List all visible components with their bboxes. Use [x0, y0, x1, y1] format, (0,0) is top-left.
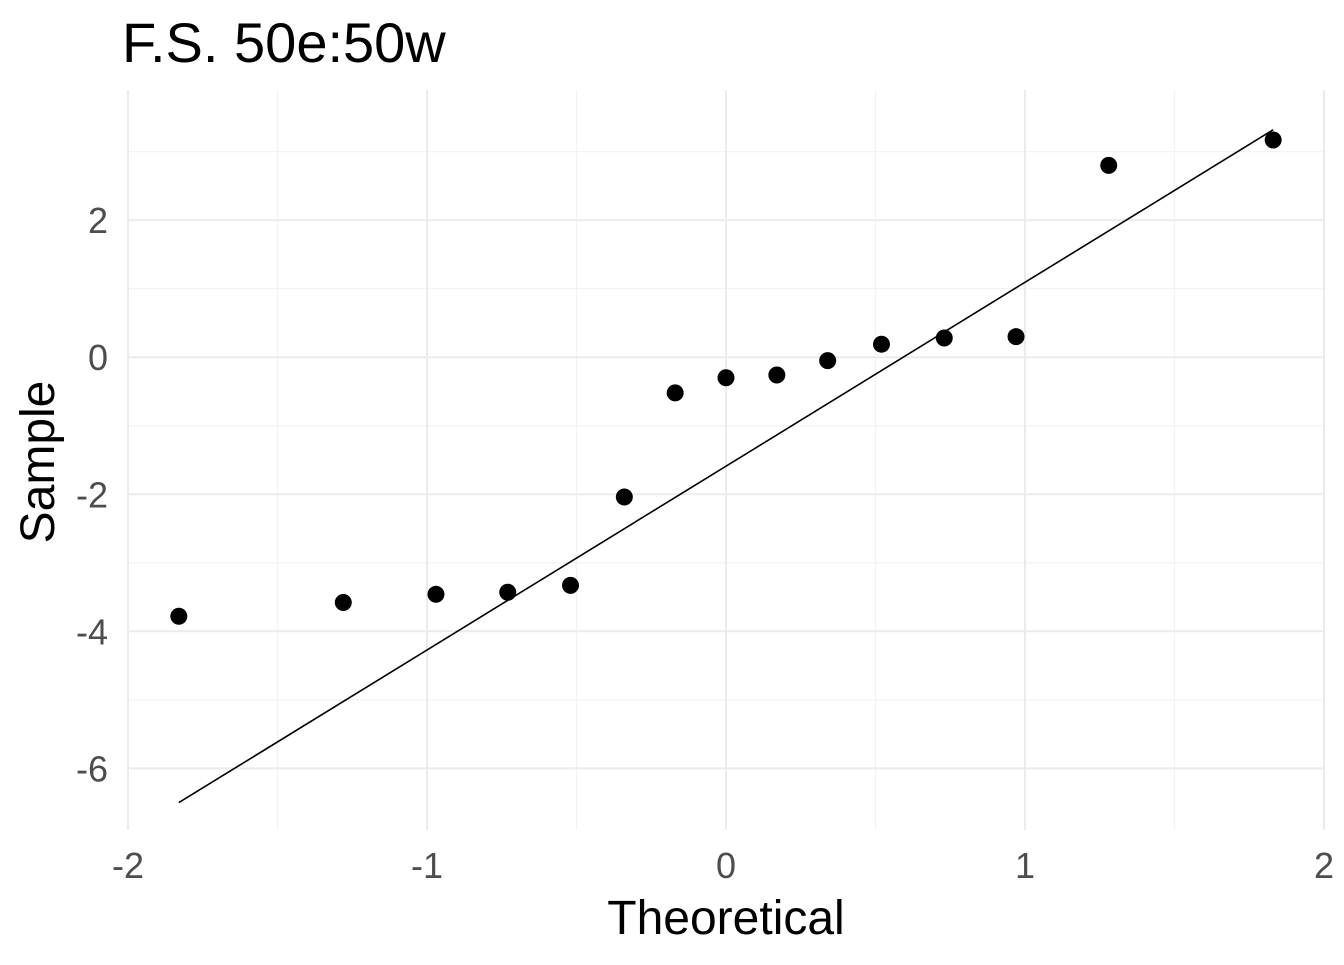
data-point: [819, 352, 837, 370]
reference-line-layer: [178, 129, 1274, 804]
y-tick-label: -6: [76, 748, 108, 789]
x-tick-label: 2: [1314, 845, 1334, 886]
y-tick-label: -2: [76, 474, 108, 515]
data-point: [768, 366, 786, 384]
y-tick-label: 0: [88, 337, 108, 378]
x-axis-title: Theoretical: [607, 892, 844, 945]
x-tick-label: -2: [112, 845, 144, 886]
y-tick-label: -4: [76, 611, 108, 652]
data-point: [427, 585, 445, 603]
data-point: [334, 594, 352, 612]
data-point: [717, 369, 735, 387]
qq-reference-line: [178, 129, 1274, 804]
x-tick-label: 1: [1015, 845, 1035, 886]
x-tick-label: 0: [716, 845, 736, 886]
data-point: [562, 576, 580, 594]
points-layer: [170, 131, 1282, 625]
data-point: [1264, 131, 1282, 149]
data-point: [872, 335, 890, 353]
data-point: [935, 329, 953, 347]
data-point: [170, 607, 188, 625]
data-point: [499, 583, 517, 601]
y-tick-label: 2: [88, 200, 108, 241]
data-point: [666, 384, 684, 402]
chart-title: F.S. 50e:50w: [122, 11, 446, 74]
data-point: [1007, 328, 1025, 346]
y-axis-title: Sample: [12, 381, 65, 544]
data-point: [615, 488, 633, 506]
grid-layer: [127, 90, 1325, 830]
x-tick-label: -1: [411, 845, 443, 886]
tick-labels-layer: -2 -1 0 1 2 -6 -4 -2 0 2: [76, 200, 1334, 886]
data-point: [1100, 156, 1118, 174]
